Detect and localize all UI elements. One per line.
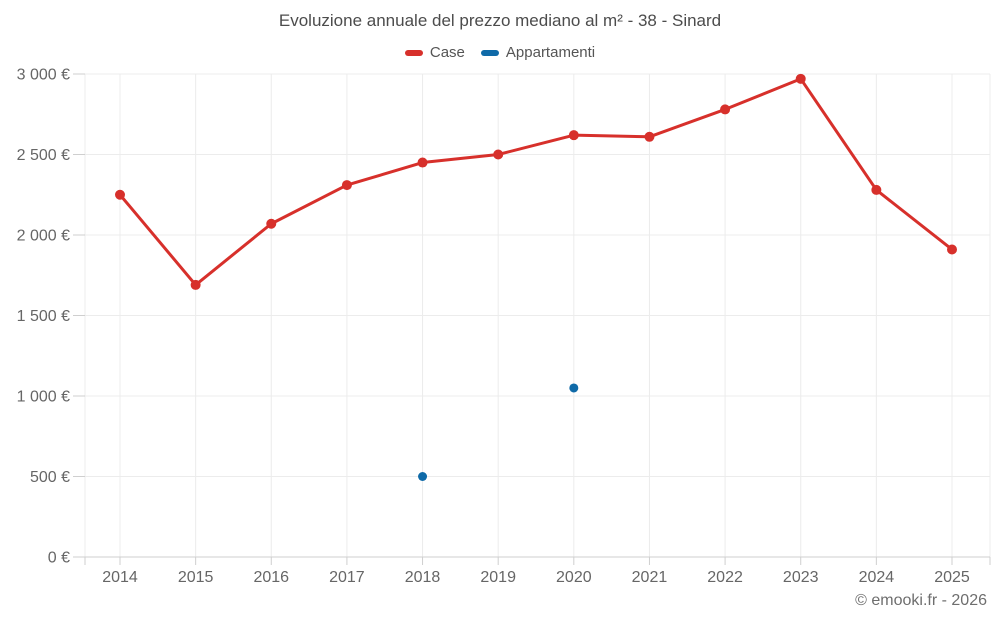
x-axis-label-2016: 2016 bbox=[253, 569, 289, 586]
y-axis-label: 3 000 € bbox=[17, 67, 70, 84]
x-axis-label-2014: 2014 bbox=[102, 569, 138, 586]
x-axis-label-2015: 2015 bbox=[178, 569, 214, 586]
case-line-segment bbox=[345, 161, 425, 187]
case-point-2019[interactable] bbox=[493, 149, 504, 160]
y-axis-label: 500 € bbox=[30, 469, 70, 486]
case-line-segment bbox=[799, 77, 878, 192]
case-line-segment bbox=[421, 153, 500, 165]
case-series-swatch-icon bbox=[404, 49, 423, 56]
x-axis-label-2021: 2021 bbox=[632, 569, 668, 586]
legend-label-case: Case bbox=[429, 44, 465, 61]
y-axis-label: 1 000 € bbox=[17, 389, 70, 406]
chart-title: Evoluzione annuale del prezzo mediano al… bbox=[278, 11, 722, 30]
case-line-segment bbox=[572, 133, 651, 139]
case-point-2022[interactable] bbox=[720, 104, 731, 115]
appartamenti-point-2018[interactable] bbox=[418, 472, 428, 481]
case-point-2025[interactable] bbox=[947, 244, 957, 255]
x-axis-label-2022: 2022 bbox=[707, 569, 743, 586]
case-line-segment bbox=[647, 107, 727, 139]
appartamenti-series-swatch-icon bbox=[480, 49, 499, 56]
case-point-2021[interactable] bbox=[644, 131, 655, 142]
legend-label-appartamenti: Appartamenti bbox=[505, 44, 596, 61]
legend-item-case[interactable]: Case bbox=[404, 44, 465, 61]
case-point-2015[interactable] bbox=[190, 279, 201, 290]
x-axis-label-2023: 2023 bbox=[783, 569, 819, 586]
x-axis-label-2018: 2018 bbox=[405, 569, 441, 586]
x-axis-label-2020: 2020 bbox=[556, 569, 592, 586]
case-point-2016[interactable] bbox=[266, 218, 277, 229]
case-line-segment bbox=[496, 133, 576, 156]
case-point-2023[interactable] bbox=[795, 73, 806, 84]
legend: Case Appartamenti bbox=[0, 44, 1000, 61]
case-line-segment bbox=[269, 183, 349, 226]
case-point-2014[interactable] bbox=[115, 189, 125, 200]
case-line-segment bbox=[723, 77, 803, 111]
x-axis-label-2024: 2024 bbox=[859, 569, 895, 586]
case-point-2024[interactable] bbox=[871, 184, 882, 195]
case-point-2020[interactable] bbox=[568, 130, 579, 141]
x-axis-label-2025: 2025 bbox=[934, 569, 970, 586]
x-axis-label-2019: 2019 bbox=[480, 569, 516, 586]
copyright-note: © emooki.fr - 2026 bbox=[855, 592, 987, 609]
y-axis-label: 0 € bbox=[48, 550, 70, 567]
x-axis-label-2017: 2017 bbox=[329, 569, 365, 586]
case-point-2018[interactable] bbox=[417, 157, 428, 168]
y-axis-label: 2 000 € bbox=[17, 228, 70, 245]
case-line-segment bbox=[874, 188, 954, 251]
y-axis-label: 1 500 € bbox=[17, 308, 70, 325]
legend-item-appartamenti[interactable]: Appartamenti bbox=[480, 44, 596, 61]
y-axis-label: 2 500 € bbox=[17, 147, 70, 164]
case-line-segment bbox=[118, 193, 198, 287]
case-point-2017[interactable] bbox=[341, 180, 352, 191]
case-line-segment bbox=[194, 222, 273, 287]
appartamenti-point-2020[interactable] bbox=[569, 383, 579, 393]
